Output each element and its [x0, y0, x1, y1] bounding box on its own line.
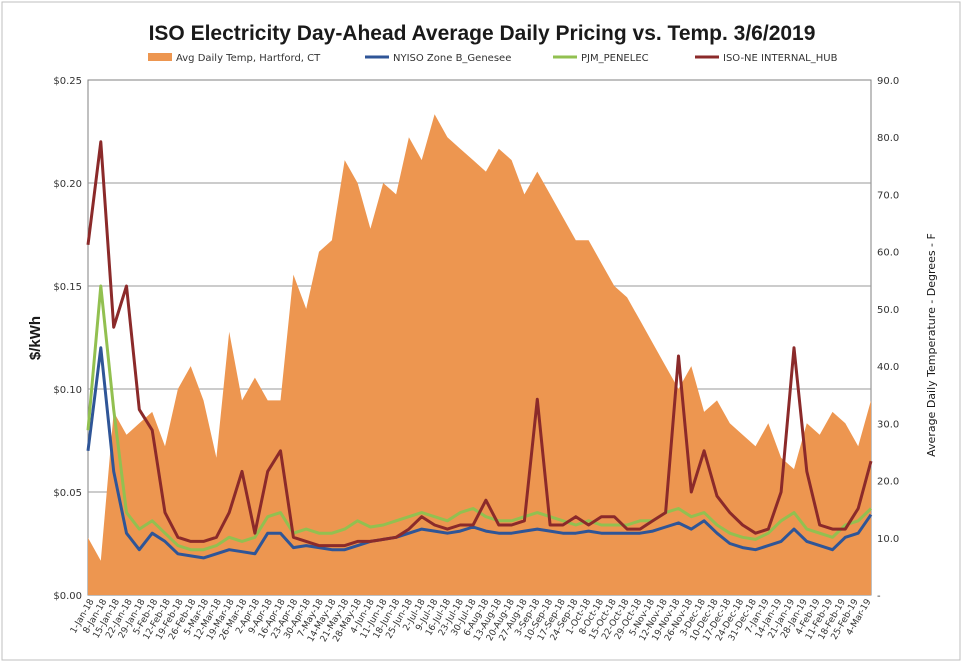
y-right-tick-label: 40.0	[877, 362, 899, 373]
y-axis-left-title: $/kWh	[27, 316, 44, 360]
series-line-1	[86, 346, 873, 560]
y-right-tick-labels: - 10.0 20.0 30.0 40.0 50.0 60.0 70.0 80.0 90.0	[877, 76, 899, 602]
y-right-tick-label: 50.0	[877, 305, 899, 316]
y-left-tick-label: $0.00	[53, 591, 82, 602]
y-right-tick-label: 70.0	[877, 190, 899, 201]
y-left-tick-label: $0.15	[53, 282, 82, 293]
chart-title: ISO Electricity Day-Ahead Average Daily …	[149, 22, 816, 45]
price-lines-layer	[86, 140, 873, 560]
y-right-tick-label: -	[877, 591, 881, 602]
legend-label: NYISO Zone B_Genesee	[393, 53, 511, 64]
y-right-tick-label: 60.0	[877, 248, 899, 259]
legend-label: ISO-NE INTERNAL_HUB	[723, 53, 838, 64]
y-right-tick-label: 80.0	[877, 133, 899, 144]
y-left-tick-label: $0.20	[53, 179, 82, 190]
y-right-tick-label: 20.0	[877, 477, 899, 488]
legend-label: Avg Daily Temp, Hartford, CT	[176, 53, 321, 64]
y-left-tick-labels: $0.00 $0.05 $0.10 $0.15 $0.20 $0.25	[53, 76, 82, 602]
series-line-3	[86, 140, 873, 548]
legend-swatch	[148, 53, 172, 61]
y-left-tick-label: $0.10	[53, 385, 82, 396]
y-right-tick-label: 90.0	[877, 76, 899, 87]
legend-label: PJM_PENELEC	[581, 53, 649, 64]
y-axis-right-title: Average Daily Temperature - Degrees - F	[925, 233, 938, 457]
y-left-tick-label: $0.25	[53, 76, 82, 87]
y-left-tick-label: $0.05	[53, 488, 82, 499]
legend: Avg Daily Temp, Hartford, CT NYISO Zone B…	[148, 53, 838, 64]
y-right-tick-label: 30.0	[877, 419, 899, 430]
y-right-tick-label: 10.0	[877, 534, 899, 545]
